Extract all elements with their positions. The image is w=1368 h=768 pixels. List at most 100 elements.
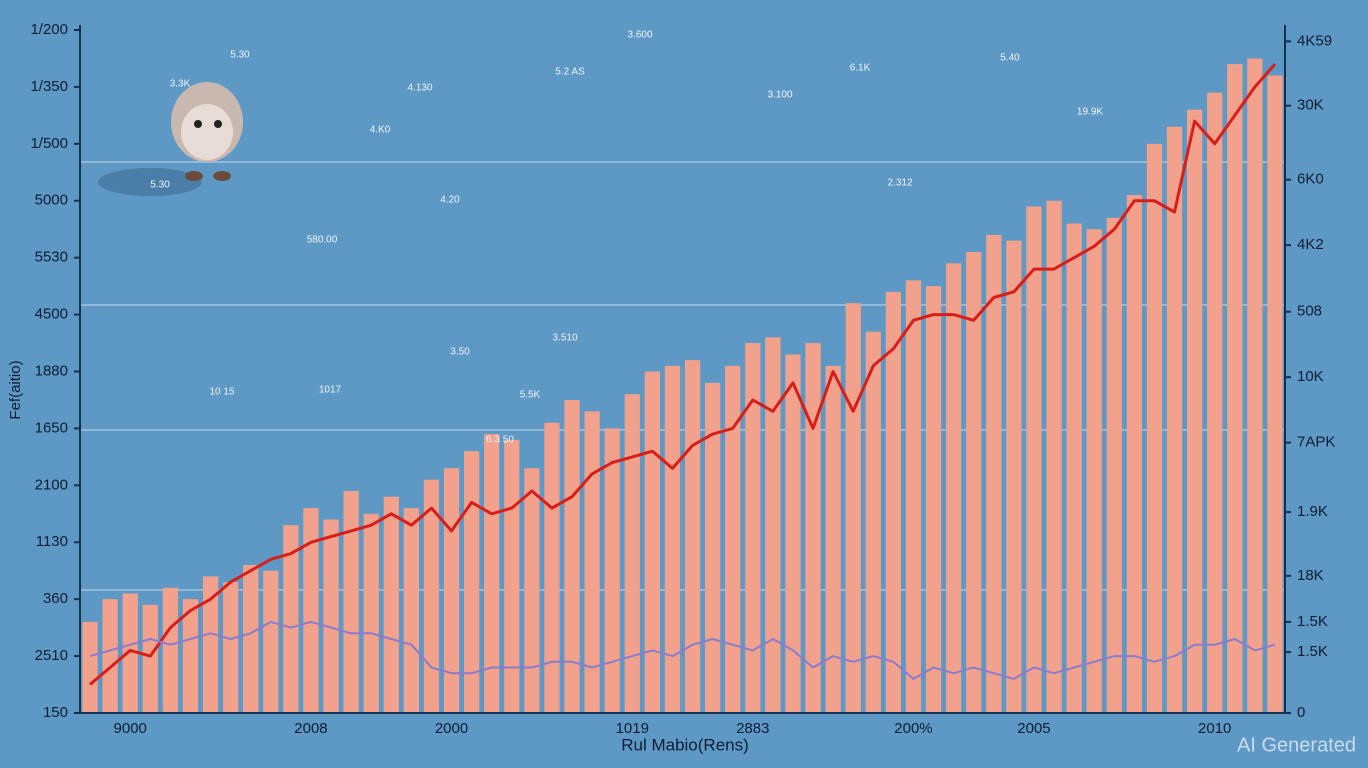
y-tick-label: 150 — [43, 704, 68, 721]
y-tick-label: 5530 — [35, 249, 68, 266]
x-tick-label: 2000 — [435, 720, 468, 737]
bar — [484, 434, 500, 713]
y-tick-label: 2100 — [35, 476, 68, 493]
bar — [102, 599, 118, 713]
watermark: AI Generated — [1237, 734, 1356, 756]
annotation: 580.00 — [307, 235, 338, 246]
annotation: 4.130 — [407, 83, 432, 94]
bar — [925, 286, 942, 713]
y-tick-label: 1130 — [36, 533, 68, 550]
bar — [785, 354, 801, 713]
bar — [1186, 109, 1203, 713]
annotation: 3.600 — [627, 30, 652, 41]
y2-tick-label: 4K2 — [1297, 236, 1324, 253]
bar — [1166, 126, 1183, 714]
y-tick-label: 1/350 — [30, 78, 68, 95]
annotation: 5.2 AS — [555, 67, 585, 78]
bar — [1026, 206, 1042, 714]
bar — [403, 508, 420, 713]
bar — [323, 519, 339, 713]
decor-lines — [80, 161, 1285, 591]
y-tick-label: 4500 — [35, 306, 68, 323]
bar — [524, 468, 540, 713]
annotation: 6.1K — [850, 63, 871, 74]
bar — [544, 422, 560, 713]
bar — [684, 360, 701, 713]
bar — [885, 291, 902, 713]
y-tick-label: 360 — [43, 590, 68, 607]
bar — [725, 365, 741, 713]
bar — [1006, 240, 1022, 713]
annotation: 3.510 — [552, 333, 577, 344]
bar — [745, 343, 761, 713]
y2-tick-label: 508 — [1297, 303, 1322, 320]
bar — [664, 365, 681, 713]
annotation: 6.3 50 — [486, 435, 514, 446]
bar — [966, 251, 982, 713]
y2-tick-label: 30K — [1297, 97, 1324, 114]
bar — [1086, 229, 1102, 714]
annotation: 3.50 — [450, 347, 470, 358]
y2-tick-label: 1.5K — [1297, 613, 1328, 630]
bar — [845, 303, 861, 713]
annotation: 5.30 — [230, 50, 250, 61]
bar — [905, 280, 922, 713]
y2-tick-label: 1.5K — [1297, 643, 1328, 660]
bar — [624, 394, 640, 713]
annotation: 5.40 — [1000, 53, 1020, 64]
bar — [1046, 200, 1062, 713]
x-tick-label: 1019 — [616, 720, 649, 737]
x-tick-label: 2883 — [736, 720, 769, 737]
bar — [1267, 75, 1283, 714]
y2-tick-label: 18K — [1297, 567, 1324, 584]
annotation: 3.100 — [767, 90, 792, 101]
bar — [1227, 64, 1243, 713]
line-series — [89, 63, 1277, 686]
y-tick-label: 1/200 — [30, 21, 68, 38]
bar — [805, 343, 821, 713]
x-tick-label: 9000 — [114, 720, 147, 737]
y2-tick-label: 1.9K — [1297, 503, 1328, 520]
bar — [1106, 217, 1122, 713]
x-tick-label: 2005 — [1017, 720, 1050, 737]
bar — [363, 513, 379, 713]
x-tick-label: 200% — [894, 720, 932, 737]
bar — [825, 365, 841, 713]
bar — [865, 331, 881, 713]
bar — [162, 587, 179, 713]
y-tick-label: 2510 — [35, 647, 68, 664]
bar — [765, 337, 781, 713]
bar — [142, 604, 158, 713]
mascot — [98, 82, 243, 196]
y-tick-label: 1880 — [35, 362, 68, 379]
bar — [1126, 195, 1143, 713]
annotation: 5.30 — [150, 180, 170, 191]
annotation: 19.9K — [1077, 107, 1103, 118]
bar — [1146, 143, 1163, 714]
bar — [243, 565, 259, 713]
bar — [343, 491, 359, 713]
y2-tick-label: 10K — [1297, 368, 1324, 385]
bar — [383, 496, 399, 713]
y2-tick-label: 0 — [1297, 704, 1305, 721]
bar — [584, 411, 600, 713]
annotation: 1017 — [319, 385, 342, 396]
y2-tick-label: 6K0 — [1297, 171, 1324, 188]
bar — [263, 570, 279, 713]
bar — [986, 234, 1002, 713]
x-tick-label: 2010 — [1198, 720, 1231, 737]
bar — [1066, 223, 1082, 713]
bar — [945, 263, 962, 713]
annotation: 10 15 — [209, 387, 234, 398]
bar — [704, 382, 721, 713]
annotation: 4.K0 — [370, 125, 391, 136]
x-axis-title: Rul Mabio(Rens) — [621, 735, 749, 754]
bar — [604, 428, 620, 713]
bar — [303, 508, 319, 713]
bar — [202, 576, 219, 713]
plot — [82, 58, 1283, 714]
annotation: 4.20 — [440, 195, 460, 206]
bar — [463, 451, 480, 713]
